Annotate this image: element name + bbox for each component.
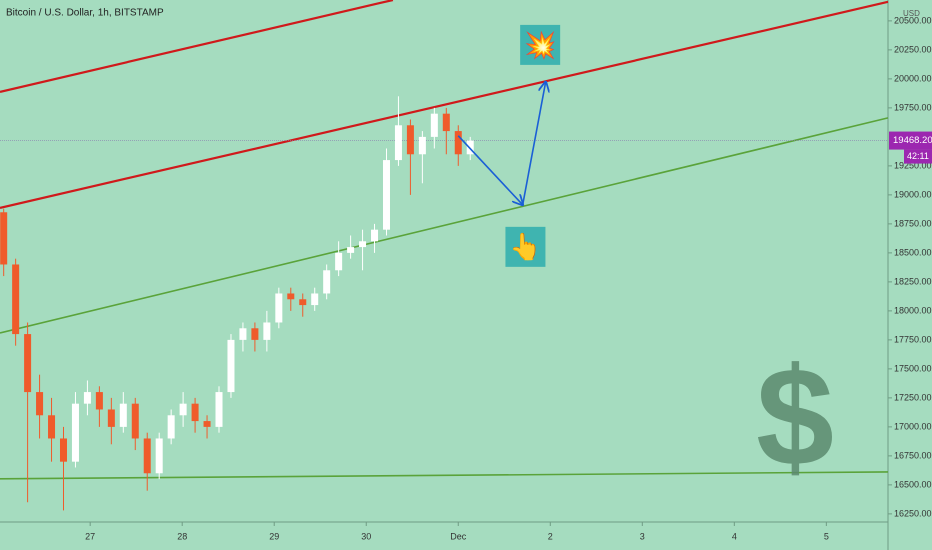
candle-body bbox=[430, 113, 438, 137]
candle-body bbox=[215, 392, 223, 427]
candle-body bbox=[203, 421, 211, 427]
dollar-sign: $ bbox=[756, 338, 834, 495]
candle-body bbox=[418, 136, 426, 155]
candle-body bbox=[311, 293, 319, 306]
candle-body bbox=[59, 438, 68, 462]
y-tick-label: 19000.00 bbox=[894, 189, 932, 199]
candle-body bbox=[251, 328, 259, 340]
candle-body bbox=[227, 339, 235, 393]
candle-body bbox=[394, 125, 402, 161]
candle-body bbox=[155, 438, 163, 474]
icon: 💥 bbox=[524, 30, 556, 61]
candle-body bbox=[179, 403, 187, 416]
candle-body bbox=[167, 415, 175, 439]
y-tick-label: 17250.00 bbox=[894, 392, 932, 402]
y-tick-label: 17500.00 bbox=[894, 363, 932, 373]
candle-body bbox=[359, 241, 367, 248]
candle-body bbox=[107, 409, 115, 427]
candle-body bbox=[275, 293, 283, 323]
y-tick-label: 19750.00 bbox=[894, 102, 932, 112]
x-tick-label: 29 bbox=[269, 531, 279, 541]
candle-body bbox=[442, 113, 450, 132]
candle-body bbox=[83, 392, 91, 404]
x-tick-label: 28 bbox=[177, 531, 187, 541]
y-tick-label: 20500.00 bbox=[894, 15, 932, 25]
candle-body bbox=[466, 140, 474, 155]
candle-body bbox=[0, 212, 8, 265]
candle-body bbox=[71, 403, 79, 462]
y-tick-label: 16500.00 bbox=[894, 479, 932, 489]
candle-body bbox=[454, 131, 462, 155]
y-tick-label: 16250.00 bbox=[894, 508, 932, 518]
candle-body bbox=[406, 125, 414, 155]
arrow bbox=[457, 135, 522, 205]
y-tick-label: 20250.00 bbox=[894, 44, 932, 54]
candle-body bbox=[323, 270, 331, 294]
x-tick-label: 30 bbox=[361, 531, 371, 541]
y-tick-label: 18750.00 bbox=[894, 218, 932, 228]
x-tick-label: Dec bbox=[450, 531, 467, 541]
trend-line bbox=[0, 117, 889, 334]
candle-body bbox=[371, 229, 379, 242]
y-tick-label: 16750.00 bbox=[894, 450, 932, 460]
candle-body bbox=[131, 403, 139, 439]
candle-body bbox=[12, 264, 20, 335]
candle-body bbox=[299, 299, 307, 306]
candle-body bbox=[335, 252, 343, 271]
x-tick-label: 3 bbox=[640, 531, 645, 541]
countdown-label: 42:11 bbox=[907, 151, 929, 161]
x-tick-label: 5 bbox=[824, 531, 829, 541]
candle-body bbox=[36, 392, 44, 416]
y-tick-label: 19250.00 bbox=[894, 160, 932, 170]
trend-line bbox=[0, 0, 889, 209]
candle-body bbox=[24, 334, 32, 393]
x-tick-label: 2 bbox=[548, 531, 553, 541]
candle-body bbox=[143, 438, 151, 474]
candle-body bbox=[287, 293, 295, 300]
candle-body bbox=[119, 403, 127, 427]
last-price-box bbox=[889, 131, 932, 150]
currency-label: USD bbox=[903, 9, 920, 18]
last-price-label: 19468.20 bbox=[893, 135, 932, 146]
arrow bbox=[521, 82, 546, 206]
y-tick-label: 18500.00 bbox=[894, 247, 932, 257]
countdown-box bbox=[904, 149, 932, 164]
y-tick-label: 20000.00 bbox=[894, 73, 932, 83]
trend-line bbox=[0, 471, 889, 480]
y-tick-label: 17750.00 bbox=[894, 334, 932, 344]
candle-body bbox=[191, 403, 199, 422]
candle-body bbox=[239, 328, 247, 340]
candle-body bbox=[263, 322, 271, 340]
candle-body bbox=[347, 247, 355, 253]
y-tick-label: 17000.00 bbox=[894, 421, 932, 431]
y-tick-label: 18250.00 bbox=[894, 276, 932, 286]
icon-box bbox=[505, 226, 546, 267]
icon: 👆 bbox=[509, 232, 541, 262]
icon-box bbox=[520, 24, 561, 65]
chart-title: Bitcoin / U.S. Dollar, 1h, BITSTAMP bbox=[6, 8, 164, 19]
x-tick-label: 27 bbox=[85, 531, 95, 541]
trend-line bbox=[0, 0, 394, 93]
candle-body bbox=[382, 160, 390, 230]
y-tick-label: 18000.00 bbox=[894, 305, 932, 315]
x-tick-label: 4 bbox=[732, 531, 737, 541]
candle-body bbox=[95, 392, 103, 410]
candle-body bbox=[48, 415, 56, 439]
